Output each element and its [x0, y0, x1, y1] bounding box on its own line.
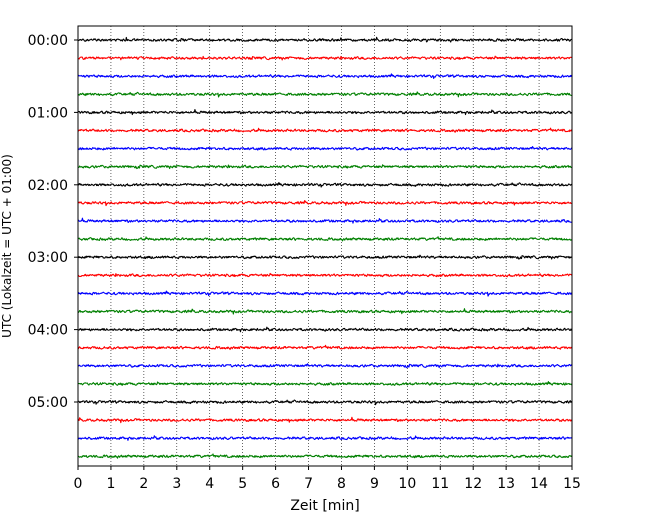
x-tick-label-6: 6 [271, 476, 280, 492]
x-tick-label-13: 13 [497, 476, 515, 492]
trace-0400 [77, 326, 573, 333]
trace-0100 [77, 109, 573, 116]
trace-0330 [77, 290, 573, 297]
x-tick-label-5: 5 [238, 476, 247, 492]
x-tick-label-2: 2 [139, 476, 148, 492]
trace-0430 [77, 363, 573, 369]
trace-0315 [77, 272, 573, 278]
trace-0515 [77, 416, 573, 424]
trace-0300 [77, 254, 573, 260]
trace-0030 [77, 73, 573, 79]
y-tick-label-5: 05:00 [28, 395, 68, 411]
y-tick-label-1: 01:00 [28, 105, 68, 121]
x-tick-label-14: 14 [530, 476, 548, 492]
x-tick-label-12: 12 [464, 476, 482, 492]
plot-frame [77, 25, 573, 467]
trace-0445 [77, 381, 573, 386]
trace-0345 [77, 308, 573, 315]
x-tick-label-4: 4 [205, 476, 214, 492]
y-axis: 00:00 01:00 02:00 03:00 04:00 05:00 [28, 33, 78, 411]
y-tick-label-2: 02:00 [28, 178, 68, 194]
trace-0000 [77, 36, 573, 43]
grid-lines [110, 26, 540, 466]
x-axis: 0 1 2 3 4 5 6 7 8 9 10 11 12 13 14 15 [74, 466, 581, 492]
trace-0045 [77, 91, 573, 98]
x-tick-label-15: 15 [563, 476, 581, 492]
trace-0015 [77, 55, 573, 61]
x-tick-label-9: 9 [370, 476, 379, 492]
trace-0215 [77, 200, 573, 207]
x-tick-label-0: 0 [74, 476, 83, 492]
x-tick-label-7: 7 [304, 476, 313, 492]
trace-0145 [77, 164, 573, 170]
trace-0230 [77, 217, 573, 224]
x-tick-label-10: 10 [398, 476, 416, 492]
trace-0500 [77, 399, 573, 406]
x-tick-label-1: 1 [106, 476, 115, 492]
y-tick-label-4: 04:00 [28, 323, 68, 339]
y-tick-label-0: 00:00 [28, 33, 68, 49]
trace-0415 [77, 344, 573, 351]
x-tick-label-8: 8 [337, 476, 346, 492]
y-axis-label: UTC (Lokalzeit = UTC + 01:00) [0, 154, 14, 338]
x-tick-label-11: 11 [431, 476, 449, 492]
y-tick-label-3: 03:00 [28, 250, 68, 266]
trace-0545 [77, 453, 573, 459]
trace-0245 [77, 236, 573, 242]
trace-0115 [77, 127, 573, 133]
trace-0200 [77, 181, 573, 188]
seismic-traces [77, 36, 573, 459]
x-tick-label-3: 3 [172, 476, 181, 492]
trace-0130 [77, 146, 573, 151]
trace-0530 [77, 435, 573, 441]
x-axis-label: Zeit [min] [290, 498, 359, 514]
